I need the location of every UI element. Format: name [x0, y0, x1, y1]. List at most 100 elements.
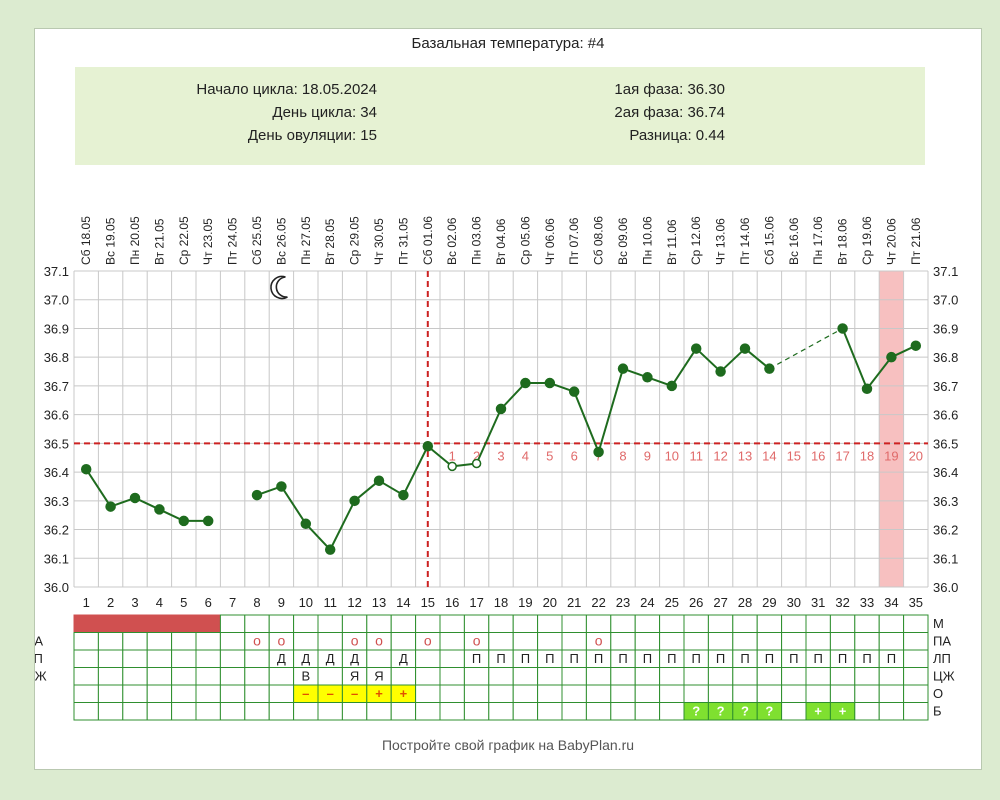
observation-table: ММПАПАoooooooЛПЛПДДДДДПППППППППППППППППП… [35, 614, 955, 721]
table-cell [97, 614, 124, 633]
table-cell [439, 649, 465, 668]
day-number: 17 [469, 595, 483, 610]
table-cell [756, 667, 783, 686]
y-tick-left: 36.6 [44, 408, 69, 423]
table-cell [439, 702, 465, 721]
table-cell [732, 614, 758, 633]
table-cell [610, 632, 636, 651]
temperature-segment [353, 479, 380, 502]
day-number: 28 [738, 595, 752, 610]
row-label-right: ЦЖ [933, 669, 955, 684]
table-cell [341, 614, 368, 633]
table-cell-mark: П [740, 651, 749, 666]
day-number: 7 [229, 595, 236, 610]
table-cell-mark: П [887, 651, 896, 666]
day-number: 34 [884, 595, 898, 610]
table-cell [829, 667, 856, 686]
table-cell [195, 614, 221, 633]
phase-day-number: 2 [473, 448, 480, 463]
table-cell [781, 614, 807, 633]
table-cell [829, 614, 856, 633]
temperature-point [202, 515, 214, 527]
table-cell-mark: o [424, 633, 432, 649]
phase-day-number: 1 [449, 448, 456, 463]
table-cell [537, 702, 563, 721]
table-cell [122, 684, 148, 703]
table-cell [244, 684, 270, 703]
temperature-point [105, 501, 116, 512]
table-cell [634, 614, 661, 633]
table-cell [878, 667, 905, 686]
date-label: Сб 18.05 [79, 216, 93, 265]
temperature-segment [573, 391, 600, 453]
grid-lines [73, 270, 929, 588]
day-number: 15 [421, 595, 435, 610]
table-cell-mark: П [789, 651, 798, 666]
y-tick-left: 36.2 [44, 523, 69, 538]
date-label: Ср 29.05 [348, 216, 362, 265]
table-cell [659, 702, 685, 721]
table-cell [463, 614, 490, 633]
y-tick-right: 36.8 [933, 350, 958, 365]
table-cell [488, 684, 514, 703]
temperature-point [544, 377, 556, 389]
table-cell [195, 632, 221, 651]
day-number: 27 [713, 595, 727, 610]
table-cell [805, 684, 831, 703]
temperature-segment [744, 347, 771, 370]
temperature-segment [866, 356, 893, 390]
table-cell-mark: Д [301, 651, 310, 666]
table-cell-mark: П [838, 651, 847, 666]
temperature-point [422, 440, 434, 452]
table-cell [317, 632, 343, 651]
phase-day-number: 3 [497, 448, 504, 463]
day-number: 16 [445, 595, 459, 610]
day-number: 18 [494, 595, 508, 610]
day-number: 22 [591, 595, 605, 610]
temperature-segment [427, 445, 453, 468]
temperature-segment [402, 445, 429, 496]
row-label-left: ЦЖ [35, 669, 47, 684]
table-cell [439, 667, 465, 686]
date-label: Ср 19.06 [860, 216, 874, 265]
day-number: 35 [909, 595, 923, 610]
chart-card: Базальная температура: #4 Начало цикла: … [34, 28, 982, 770]
table-cell-mark: o [351, 633, 359, 649]
table-cell [561, 632, 587, 651]
phase1-avg: 1ая фаза: 36.30 [614, 81, 725, 98]
y-tick-right: 36.1 [933, 551, 958, 566]
day-number: 3 [131, 595, 138, 610]
temperature-point [373, 475, 385, 486]
cycle-day: День цикла: 34 [272, 104, 377, 121]
table-cell [537, 684, 563, 703]
temperature-point [520, 377, 531, 389]
bbt-chart: Сб 18.05 Вс 19.05 Пн 20.05 Вт 21.05 Ср 22.05… [35, 216, 958, 721]
table-cell [707, 632, 734, 651]
table-cell-mark: o [375, 633, 383, 649]
y-tick-right: 36.6 [933, 408, 958, 423]
table-cell [97, 667, 124, 686]
table-cell [512, 702, 539, 721]
y-tick-left: 36.8 [44, 350, 69, 365]
y-tick-left: 36.9 [44, 321, 69, 336]
table-cell [219, 667, 246, 686]
temperature-point [593, 446, 604, 458]
table-cell [195, 702, 221, 721]
footer-link[interactable]: Постройте свой график на BabyPlan.ru [381, 737, 635, 753]
table-cell [146, 702, 173, 721]
table-cell-mark: П [472, 651, 481, 666]
table-cell [878, 632, 905, 651]
date-label: Вт 18.06 [836, 218, 850, 265]
date-label: Вс 19.05 [104, 217, 118, 265]
table-cell [341, 702, 368, 721]
table-cell [463, 684, 490, 703]
y-tick-right: 37.1 [933, 264, 958, 279]
date-label: Вс 26.05 [274, 217, 288, 265]
temperature-point [80, 463, 92, 475]
table-cell [610, 702, 636, 721]
day-number: 25 [665, 595, 679, 610]
table-cell-mark: Д [326, 651, 335, 666]
table-cell [781, 667, 807, 686]
ovulation-day: День овуляции: 15 [247, 127, 377, 144]
table-cell [805, 667, 831, 686]
